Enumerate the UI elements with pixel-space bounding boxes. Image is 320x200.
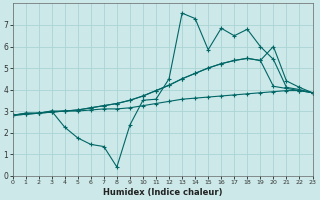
X-axis label: Humidex (Indice chaleur): Humidex (Indice chaleur): [103, 188, 222, 197]
